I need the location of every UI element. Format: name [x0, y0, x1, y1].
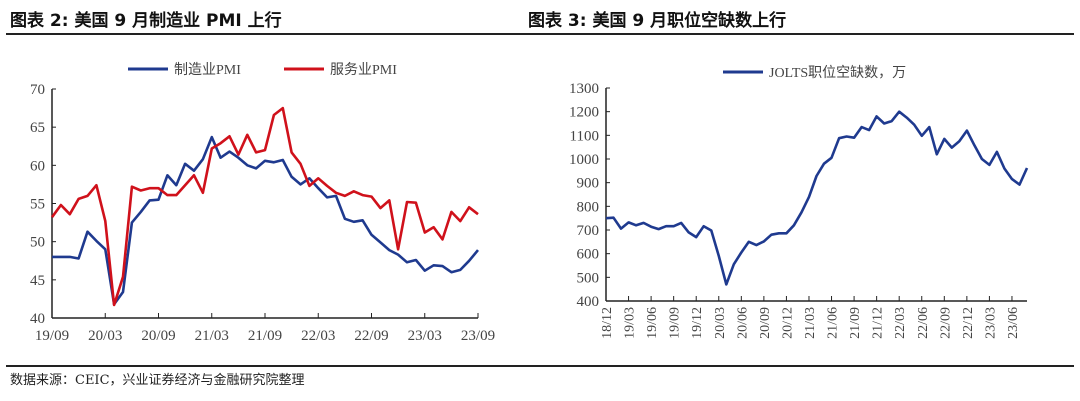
jolts-chart: 400 500 600 700 800 900 1000 1100 1200 1300 18/12 1… — [569, 65, 1029, 339]
x-tick-label: 19/09 — [668, 307, 683, 339]
x-tick-label: 18/12 — [600, 307, 615, 339]
x-tick-label: 21/09 — [848, 307, 863, 339]
x-tick-label: 21/12 — [871, 307, 886, 339]
y-tick-label: 60 — [30, 158, 45, 174]
x-tick-label: 22/06 — [916, 307, 931, 339]
x-tick-label: 21/06 — [826, 307, 841, 339]
y-tick-label: 55 — [30, 197, 45, 213]
x-tick-label: 21/03 — [195, 328, 229, 344]
y-tick-label: 40 — [30, 311, 45, 327]
x-tick-label: 19/09 — [35, 328, 69, 344]
y-tick-label: 1300 — [569, 81, 599, 97]
x-tick-label: 19/06 — [645, 307, 660, 339]
legend-label: 服务业PMI — [330, 62, 397, 78]
x-tick-label: 21/03 — [803, 307, 818, 339]
series-line-1 — [50, 106, 479, 307]
series-line-0 — [605, 110, 1029, 286]
pmi-chart: 40 45 50 55 60 65 70 19/09 20/03 20/09 21/03 21/09 2… — [30, 62, 495, 344]
x-tick-label: 19/03 — [623, 307, 638, 339]
x-tick-label: 22/03 — [301, 328, 335, 344]
x-tick-label: 21/09 — [248, 328, 282, 344]
x-tick-label: 23/06 — [1006, 307, 1021, 339]
y-tick-label: 900 — [577, 176, 600, 192]
y-tick-label: 1200 — [569, 105, 599, 121]
footer-divider — [6, 365, 1074, 367]
x-tick-label: 20/06 — [735, 307, 750, 339]
chart-title-right: 图表 3: 美国 9 月职位空缺数上行 — [528, 11, 787, 31]
x-tick-label: 23/03 — [408, 328, 442, 344]
x-tick-label: 20/09 — [141, 328, 175, 344]
y-tick-label: 50 — [30, 235, 45, 251]
legend-label: JOLTS职位空缺数，万 — [769, 65, 906, 81]
y-tick-label: 70 — [30, 82, 45, 98]
y-tick-label: 65 — [30, 120, 45, 136]
x-tick-label: 22/03 — [893, 307, 908, 339]
legend-label: 制造业PMI — [174, 62, 241, 78]
x-tick-label: 20/09 — [758, 307, 773, 339]
y-tick-label: 45 — [30, 273, 45, 289]
x-tick-label: 23/03 — [983, 307, 998, 339]
x-tick-label: 22/09 — [938, 307, 953, 339]
y-tick-label: 400 — [577, 294, 600, 310]
y-tick-label: 700 — [577, 223, 600, 239]
x-tick-label: 22/09 — [354, 328, 388, 344]
x-tick-label: 20/03 — [88, 328, 122, 344]
y-tick-label: 800 — [577, 199, 600, 215]
x-tick-label: 19/12 — [690, 307, 705, 339]
title-divider — [6, 33, 1074, 35]
x-tick-label: 22/12 — [961, 307, 976, 339]
x-tick-label: 20/03 — [713, 307, 728, 339]
x-tick-label: 20/12 — [780, 307, 795, 339]
series-line-0 — [52, 135, 479, 306]
y-tick-label: 600 — [577, 247, 600, 263]
y-tick-label: 1100 — [570, 128, 599, 144]
x-tick-label: 23/09 — [461, 328, 495, 344]
chart-title-left: 图表 2: 美国 9 月制造业 PMI 上行 — [10, 11, 282, 31]
y-tick-label: 500 — [577, 270, 600, 286]
y-tick-label: 1000 — [569, 152, 599, 168]
source-note: 数据来源：CEIC，兴业证券经济与金融研究院整理 — [10, 373, 305, 388]
